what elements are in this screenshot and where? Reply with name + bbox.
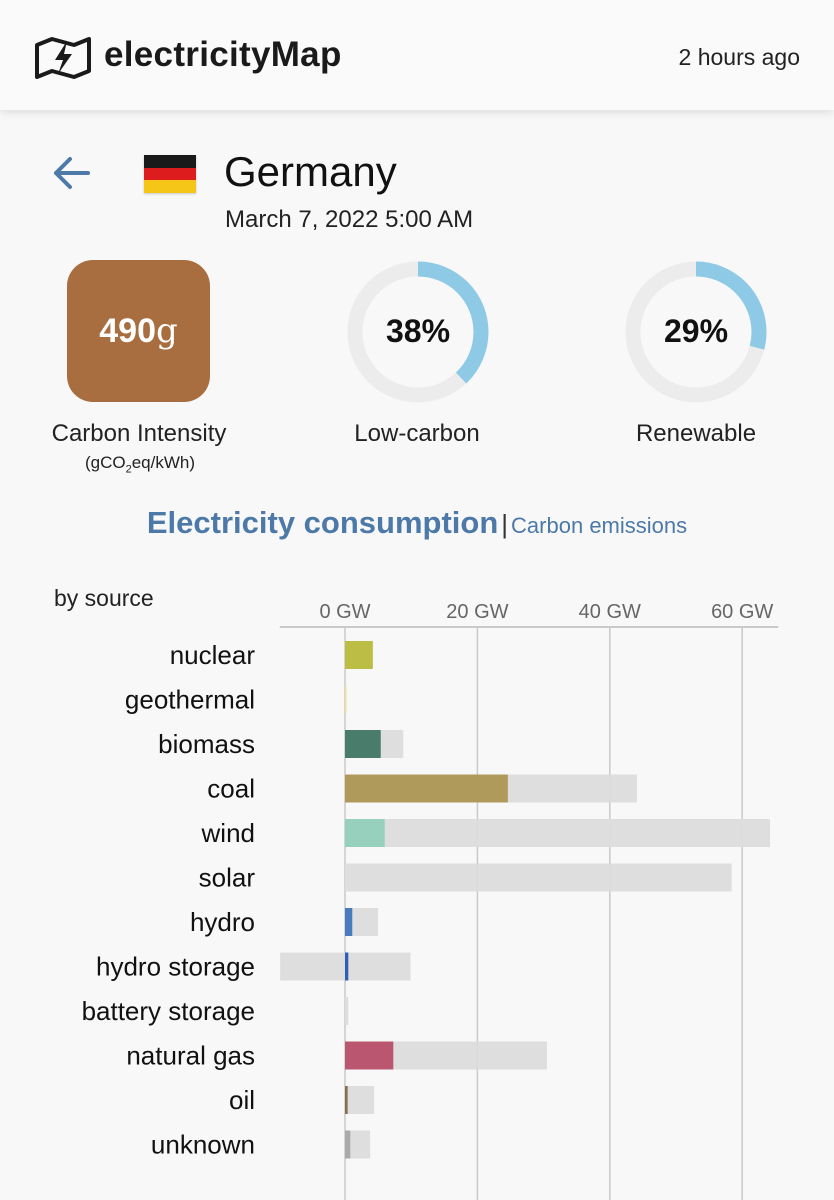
capacity-bar bbox=[345, 863, 732, 892]
category-label: geothermal bbox=[125, 685, 255, 715]
category-label: unknown bbox=[151, 1130, 255, 1160]
datetime: March 7, 2022 5:00 AM bbox=[225, 206, 474, 233]
category-label: battery storage bbox=[82, 996, 255, 1026]
low-carbon-gauge[interactable] bbox=[344, 258, 492, 406]
country-name: Germany bbox=[224, 148, 397, 195]
category-label: nuclear bbox=[170, 640, 256, 670]
production-bar bbox=[345, 908, 353, 936]
production-bar bbox=[345, 685, 347, 714]
x-tick-label: 60 GW bbox=[711, 601, 773, 623]
flag-stripe-black bbox=[144, 155, 196, 168]
unit-prefix: (gCO bbox=[84, 453, 126, 472]
carbon-intensity-value: 490 bbox=[99, 311, 156, 350]
production-bar bbox=[345, 819, 385, 847]
renewable-label: Renewable bbox=[635, 420, 757, 447]
x-tick-label: 0 GW bbox=[319, 601, 370, 623]
flag-stripe-gold bbox=[144, 180, 196, 193]
unit-subscript: 2 bbox=[125, 463, 132, 476]
production-bar bbox=[345, 1130, 351, 1159]
view-tabs: Electricity consumption | Carbon emissions bbox=[0, 505, 834, 541]
category-label: biomass bbox=[158, 729, 255, 759]
production-bar bbox=[345, 730, 381, 758]
category-label: wind bbox=[201, 818, 255, 848]
last-updated: 2 hours ago bbox=[678, 44, 800, 70]
category-label: coal bbox=[207, 774, 255, 804]
carbon-intensity-label: Carbon Intensity bbox=[51, 420, 227, 447]
category-label: hydro storage bbox=[96, 952, 255, 982]
low-carbon-label: Low-carbon bbox=[354, 420, 480, 447]
production-bar bbox=[345, 1086, 348, 1114]
renewable-gauge[interactable] bbox=[622, 258, 770, 406]
app-name[interactable]: electricityMap bbox=[104, 35, 342, 74]
production-by-source-chart: 0 GW 20 GW 40 GW 60 GW nuclear geothermal biom… bbox=[82, 601, 779, 1200]
production-bar bbox=[345, 641, 373, 669]
app-header: electricityMap 2 hours ago bbox=[0, 0, 834, 110]
tab-electricity-consumption[interactable]: Electricity consumption bbox=[146, 505, 499, 540]
production-bar bbox=[345, 952, 349, 981]
renewable-value: 29% bbox=[663, 313, 729, 349]
capacity-bar bbox=[345, 819, 771, 847]
carbon-intensity-unit: g bbox=[155, 311, 178, 351]
tab-carbon-emissions[interactable]: Carbon emissions bbox=[511, 513, 688, 538]
unit-suffix: eq/kWh) bbox=[131, 453, 196, 472]
country-flag bbox=[144, 155, 196, 193]
production-bar bbox=[345, 774, 508, 803]
arrow-left-icon[interactable] bbox=[52, 155, 92, 191]
low-carbon-value: 38% bbox=[385, 313, 451, 349]
carbon-intensity-badge: 490 g bbox=[67, 260, 210, 402]
category-label: oil bbox=[229, 1085, 255, 1115]
chart-title: by source bbox=[54, 585, 154, 611]
category-label: hydro bbox=[190, 907, 255, 937]
lightning-map-icon[interactable] bbox=[34, 35, 92, 79]
flag-stripe-red bbox=[144, 167, 196, 181]
capacity-bar bbox=[345, 1086, 375, 1114]
tab-separator: | bbox=[501, 509, 509, 539]
x-tick-label: 20 GW bbox=[446, 601, 508, 623]
production-bar bbox=[345, 1041, 394, 1070]
carbon-intensity-unit-label: (gCO2eq/kWh) bbox=[40, 453, 240, 475]
x-tick-label: 40 GW bbox=[579, 601, 641, 623]
category-label: natural gas bbox=[126, 1041, 255, 1071]
category-label: solar bbox=[199, 863, 256, 893]
capacity-bar bbox=[345, 997, 349, 1025]
